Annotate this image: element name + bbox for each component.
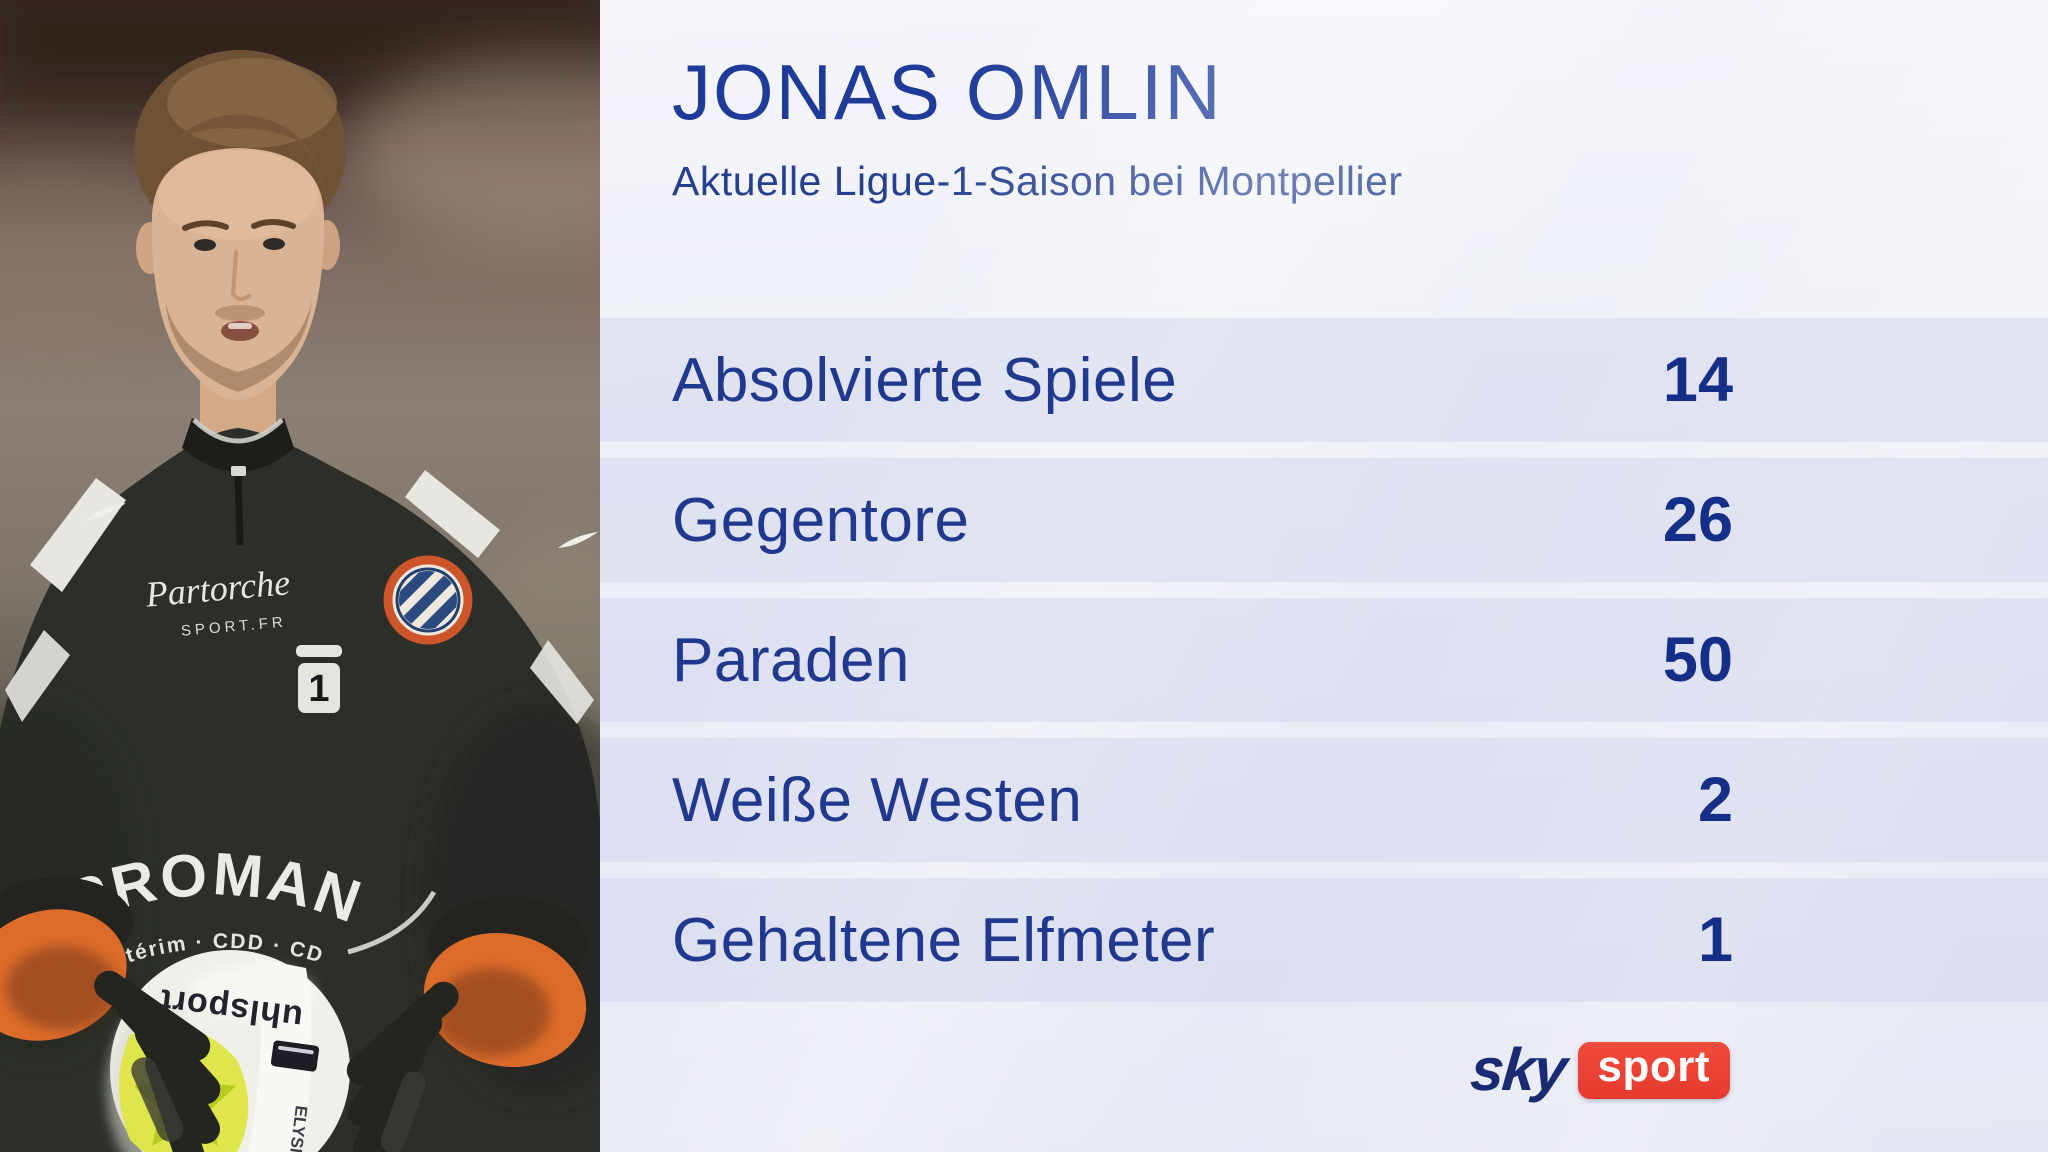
stat-label: Gegentore: [672, 485, 970, 555]
stat-label: Gehaltene Elfmeter: [672, 905, 1216, 975]
jersey-stripes: [5, 470, 594, 724]
stat-row-weisse-westen: Weiße Westen 2: [600, 738, 2048, 862]
shirt-number-patch: 1: [296, 645, 342, 713]
stat-value: 26: [1662, 485, 1733, 555]
page-subtitle: Aktuelle Ligue-1-Saison bei Montpellier: [672, 158, 1403, 204]
sport-wordmark: sport: [1577, 1041, 1730, 1099]
stat-label: Paraden: [672, 625, 910, 695]
club-badge-icon: [383, 555, 473, 645]
goalkeeper-figure: Partorche SPORT.FR: [0, 0, 600, 1152]
player-head: [134, 50, 346, 400]
stat-label: Weiße Westen: [672, 765, 1083, 835]
stat-value: 14: [1662, 345, 1733, 415]
page-title: JONAS OMLIN: [672, 48, 1223, 136]
stat-row-gehaltene-elfmeter: Gehaltene Elfmeter 1: [600, 878, 2048, 1002]
svg-text:1: 1: [308, 668, 329, 710]
stats-panel: JONAS OMLIN Aktuelle Ligue-1-Saison bei …: [600, 0, 2048, 1152]
nike-swoosh-icon: [558, 532, 598, 548]
sky-sport-logo: sky sport: [1468, 1036, 1730, 1103]
stat-value: 1: [1697, 905, 1733, 975]
nike-swoosh-icon: [84, 503, 126, 522]
stat-row-gegentore: Gegentore 26: [600, 458, 2048, 582]
stat-value: 2: [1697, 765, 1733, 835]
stat-row-absolvierte-spiele: Absolvierte Spiele 14: [600, 318, 2048, 442]
left-glove: [0, 909, 221, 1152]
stat-label: Absolvierte Spiele: [672, 345, 1178, 415]
sky-wordmark: sky: [1468, 1036, 1569, 1103]
stat-value: 50: [1662, 625, 1733, 695]
player-photo: Partorche SPORT.FR: [0, 0, 600, 1152]
right-glove: [346, 932, 587, 1152]
stat-row-paraden: Paraden 50: [600, 598, 2048, 722]
